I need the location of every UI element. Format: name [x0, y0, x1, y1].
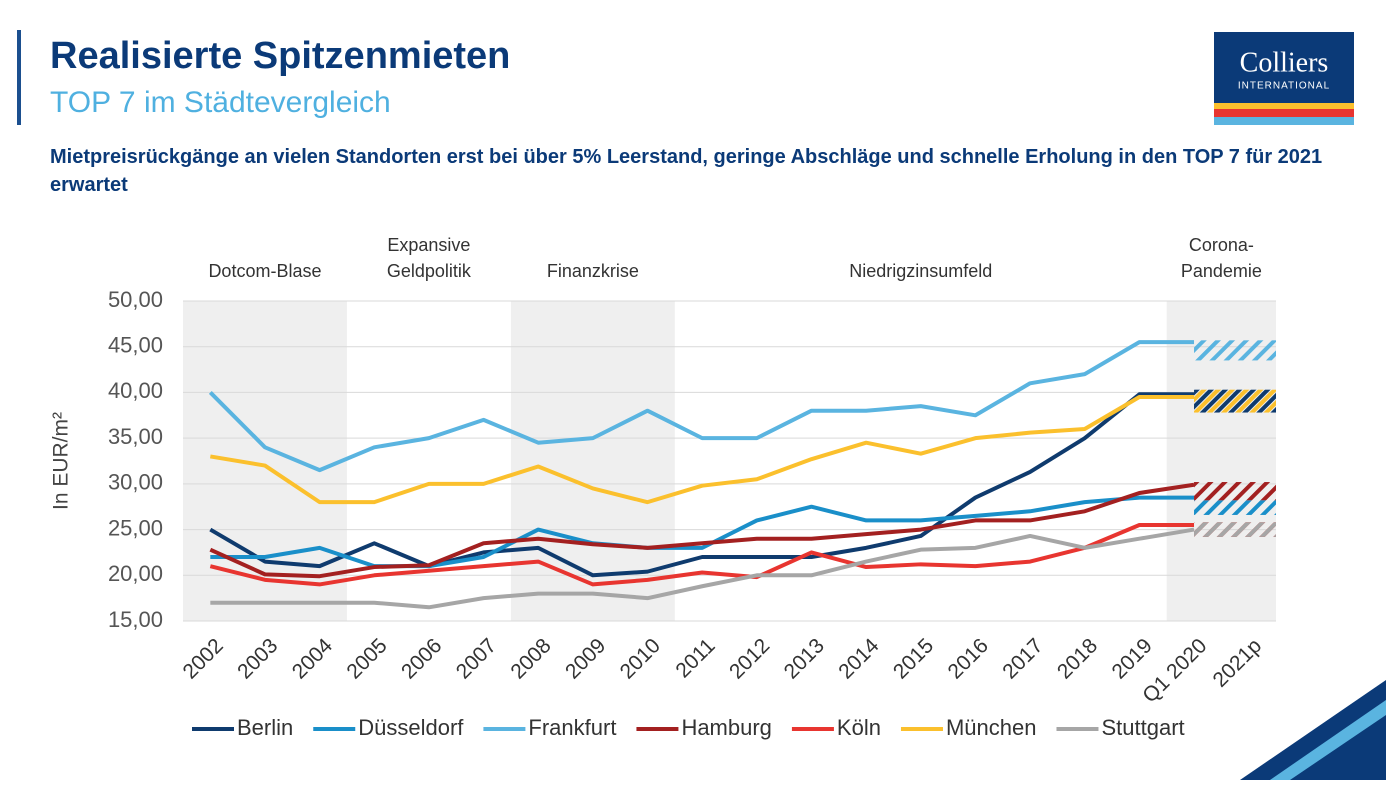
series-line	[209, 523, 1195, 587]
y-tick-label: 40,00	[108, 378, 163, 403]
logo: Colliers INTERNATIONAL	[1214, 32, 1354, 125]
legend-label: Hamburg	[681, 715, 771, 740]
period-label: Finanzkrise	[547, 261, 639, 281]
title: Realisierte Spitzenmieten	[50, 35, 510, 77]
corner-decor	[1240, 680, 1386, 780]
logo-stripe	[1214, 117, 1354, 125]
x-tick-label: 2006	[397, 634, 446, 683]
forecast-range	[1194, 500, 1276, 515]
x-tick-label: 2007	[452, 634, 501, 683]
forecast-range	[1194, 389, 1276, 413]
legend-label: Düsseldorf	[358, 715, 464, 740]
x-tick-label: 2004	[288, 634, 338, 684]
x-tick-label: 2014	[834, 634, 884, 684]
x-tick-label: 2008	[506, 634, 555, 683]
series-line	[209, 395, 1195, 505]
forecast-range	[1194, 340, 1276, 361]
period-shade	[510, 301, 675, 621]
forecast-range	[1194, 522, 1276, 537]
x-tick-label: 2021p	[1209, 634, 1267, 692]
series-line	[208, 340, 1195, 473]
legend-label: Köln	[837, 715, 881, 740]
period-label: Expansive	[387, 235, 470, 255]
series-line	[209, 482, 1195, 579]
x-tick-label: 2009	[561, 634, 610, 683]
y-tick-label: 45,00	[108, 333, 163, 358]
logo-subtext: INTERNATIONAL	[1238, 81, 1330, 92]
period-label: Pandemie	[1181, 261, 1262, 281]
forecast-range	[1194, 482, 1276, 501]
x-tick-label: 2018	[1053, 634, 1102, 683]
legend-label: Berlin	[237, 715, 293, 740]
logo-stripe	[1214, 109, 1354, 117]
x-tick-label: 2003	[233, 634, 282, 683]
headline-box: Mietpreisrückgänge an vielen Standorten …	[50, 146, 1323, 196]
x-tick-label: 2011	[671, 634, 719, 682]
period-label: Geldpolitik	[387, 261, 472, 281]
legend-label: München	[946, 715, 1037, 740]
headline: Mietpreisrückgänge an vielen Standorten …	[50, 146, 1323, 196]
subtitle: TOP 7 im Städtevergleich	[50, 86, 391, 119]
x-tick-label: 2010	[616, 634, 665, 683]
x-tick-label: 2016	[944, 634, 993, 683]
legend-label: Frankfurt	[528, 715, 616, 740]
y-tick-label: 15,00	[108, 607, 163, 632]
y-tick-label: 50,00	[108, 287, 163, 312]
y-tick-label: 25,00	[108, 515, 163, 540]
period-label: Dotcom-Blase	[208, 261, 321, 281]
decor	[1240, 680, 1386, 780]
period-label: Niedrigzinsumfeld	[849, 261, 992, 281]
y-axis-label: In EUR/m²	[50, 412, 73, 510]
x-tick-label: 2002	[178, 634, 227, 683]
x-tick-label: 2017	[998, 634, 1047, 683]
y-tick-label: 35,00	[108, 424, 163, 449]
y-tick-label: 30,00	[108, 470, 163, 495]
logo-stripe	[1214, 103, 1354, 109]
series-line	[210, 527, 1195, 610]
y-tick-label: 20,00	[108, 561, 163, 586]
x-tick-label: 2013	[780, 634, 829, 683]
decor	[1270, 700, 1386, 780]
legend-label: Stuttgart	[1101, 715, 1184, 740]
series-line	[209, 392, 1195, 578]
period-label: Corona-	[1189, 235, 1254, 255]
accent-bar	[17, 30, 21, 125]
x-tick-label: 2012	[725, 634, 774, 683]
x-tick-label: 2005	[342, 634, 391, 683]
x-tick-label: 2015	[889, 634, 938, 683]
x-tick-label: 2019	[1108, 634, 1157, 683]
logo-text: Colliers	[1240, 47, 1329, 78]
